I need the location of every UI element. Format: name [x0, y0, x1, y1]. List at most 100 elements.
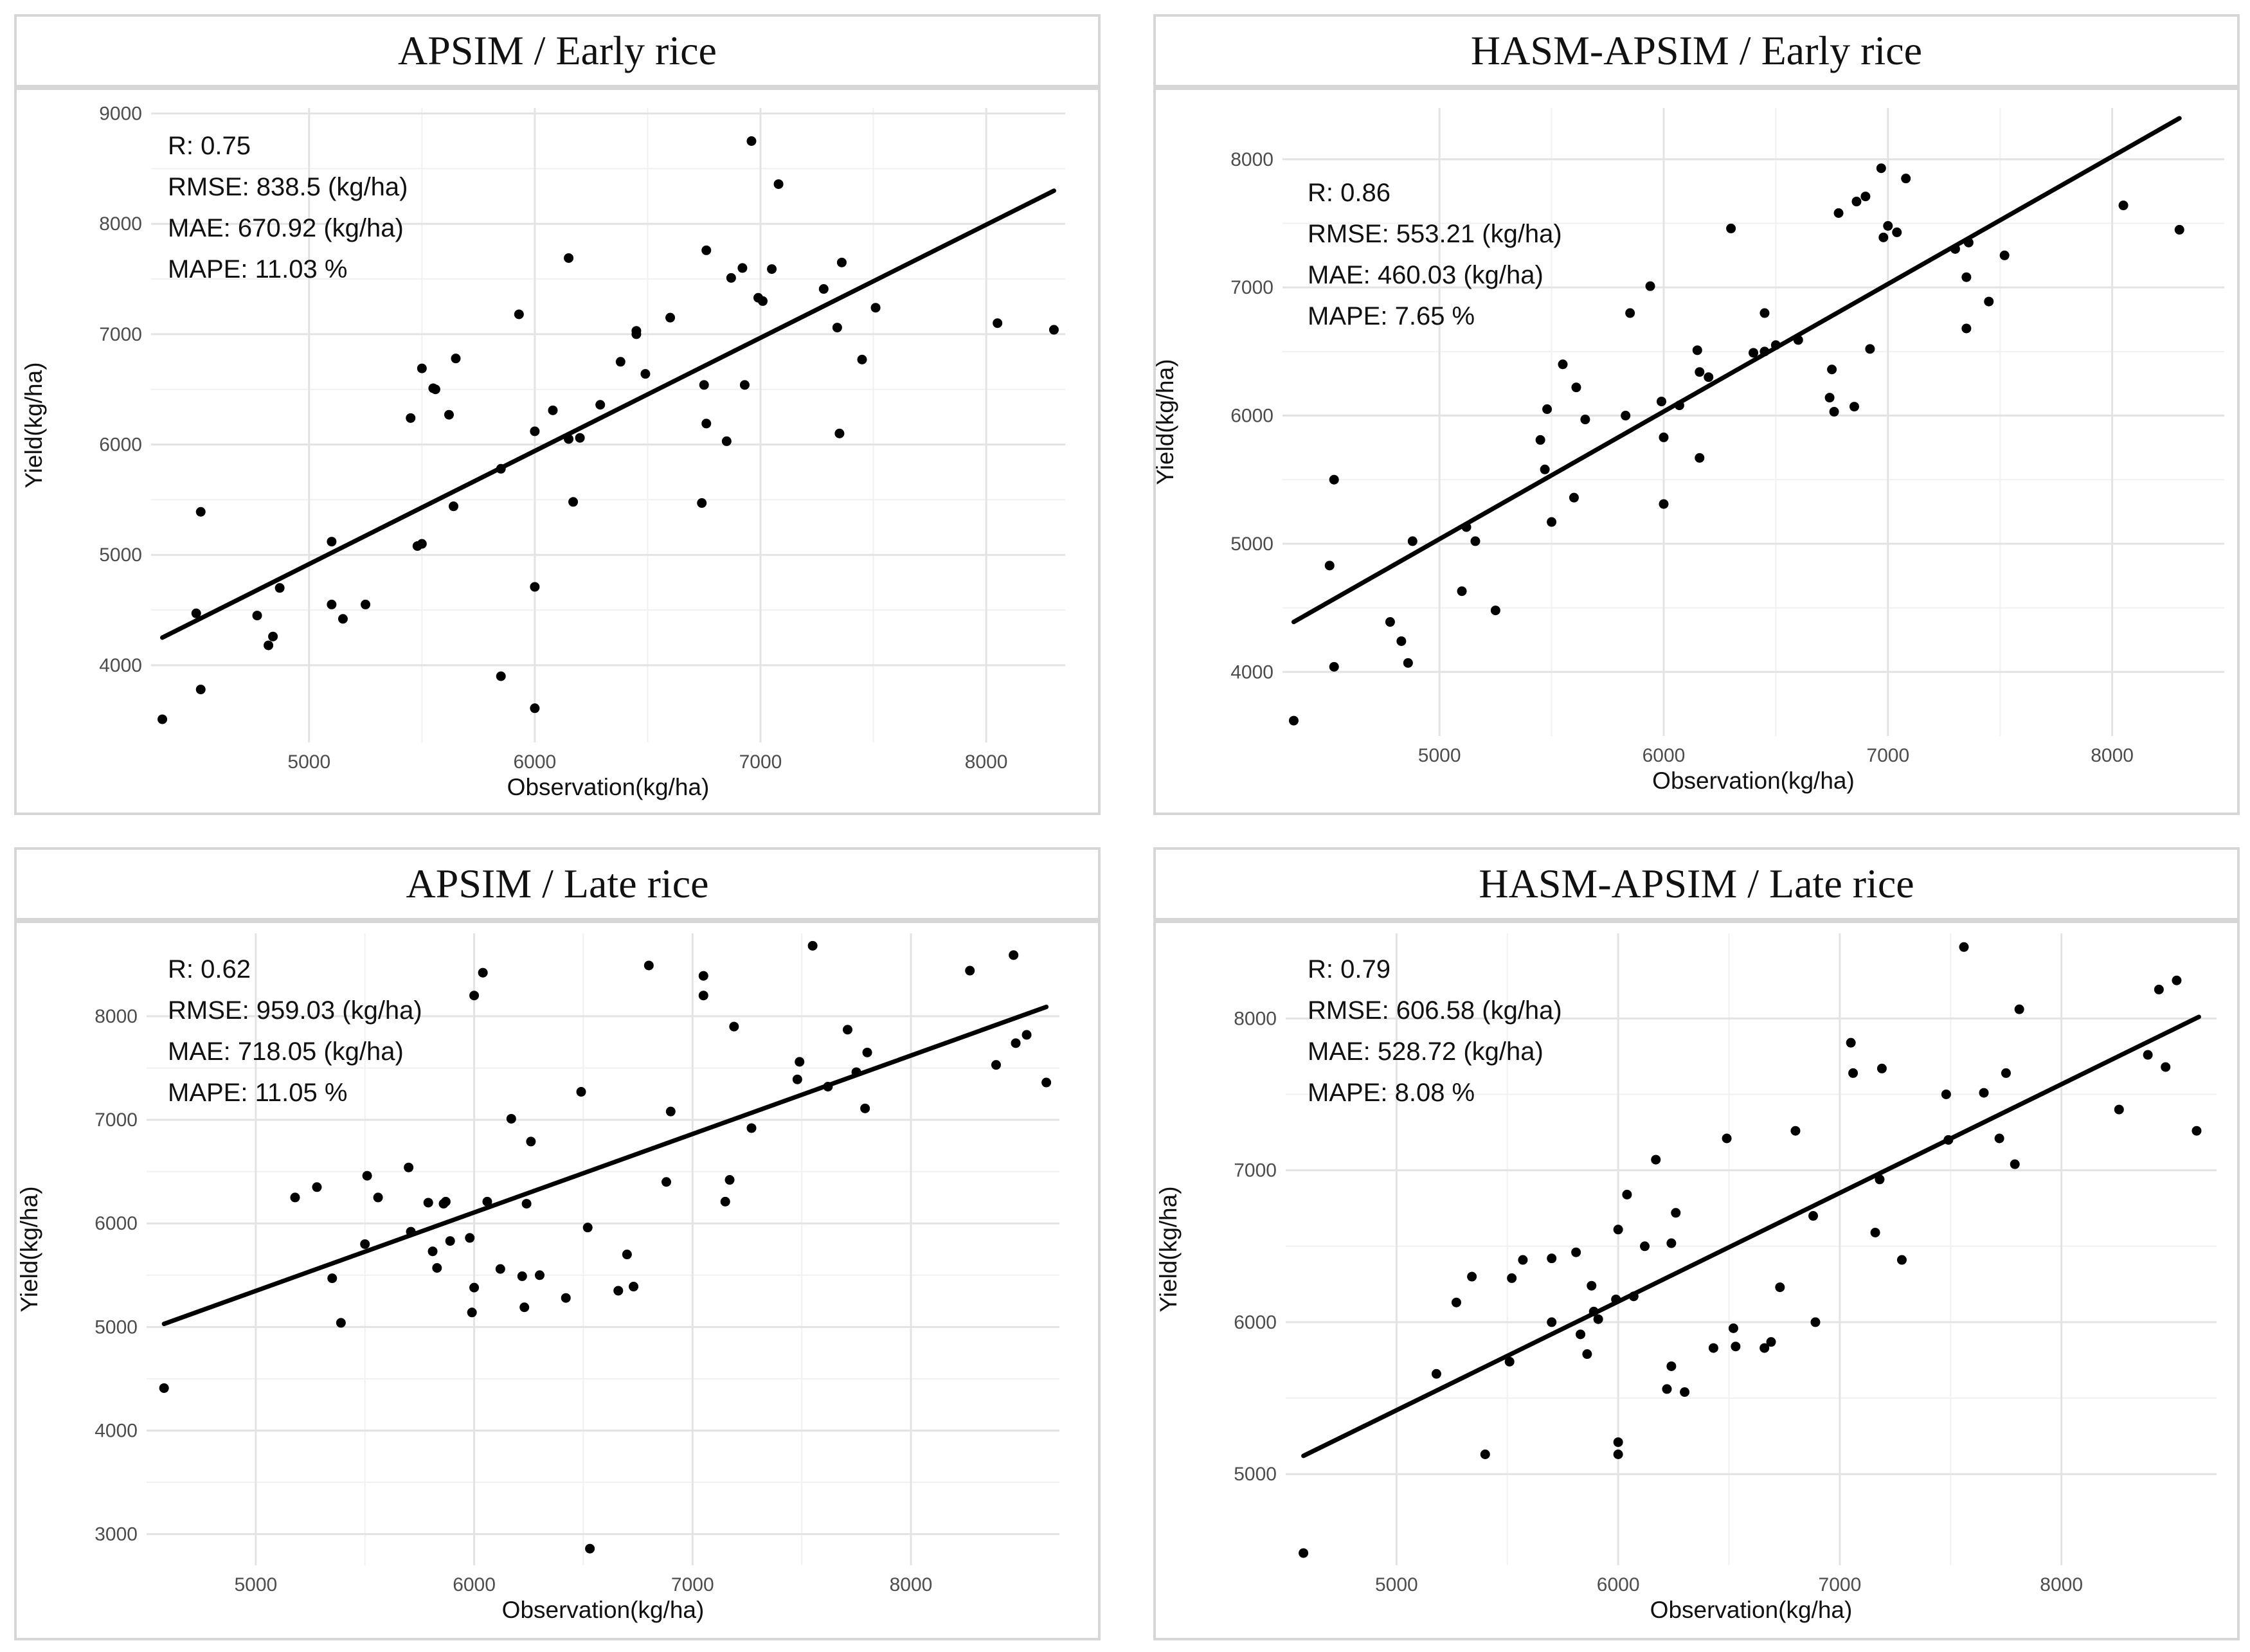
data-point [629, 1282, 639, 1292]
data-point [1695, 367, 1705, 377]
data-point [631, 329, 642, 339]
regression-line [160, 188, 1056, 640]
data-point [1587, 1280, 1597, 1291]
data-point [1766, 1337, 1776, 1347]
stat-r: R: 0.75 [168, 132, 251, 160]
data-point [739, 380, 750, 390]
data-point [1490, 606, 1500, 616]
data-point [726, 273, 736, 283]
data-point [1941, 1089, 1951, 1099]
plot-area [14, 87, 1101, 815]
data-point [1613, 1225, 1623, 1235]
y-tick-label: 9000 [99, 103, 142, 125]
y-tick-label: 8000 [99, 213, 142, 235]
data-point [737, 263, 748, 273]
data-point [1457, 586, 1467, 597]
data-point [1829, 407, 1839, 417]
data-point [336, 1318, 346, 1328]
data-point [1731, 1342, 1741, 1352]
data-point [1009, 950, 1019, 960]
data-point [818, 284, 829, 294]
data-point [807, 940, 818, 951]
data-point [1396, 636, 1407, 646]
panel-title: HASM-APSIM / Late rice [1479, 861, 1914, 906]
x-tick-label: 7000 [1819, 1574, 1862, 1595]
data-point [1999, 250, 2010, 260]
data-point [1810, 1317, 1821, 1327]
y-tick-label: 5000 [1234, 1464, 1277, 1485]
y-axis-title: Yield(kg/ha) [1152, 359, 1178, 485]
data-point [1547, 1317, 1557, 1327]
panel-header: APSIM / Early rice [14, 14, 1101, 87]
data-point [561, 1293, 571, 1303]
data-point [417, 363, 427, 373]
data-point [1877, 1063, 1887, 1073]
data-point [1403, 658, 1413, 668]
data-point [1674, 400, 1684, 411]
data-point [965, 965, 975, 976]
y-axis-title: Yield(kg/ha) [21, 362, 47, 488]
stat-r: R: 0.79 [1308, 955, 1390, 983]
regression-line [1291, 116, 2182, 625]
panel-header: HASM-APSIM / Early rice [1153, 14, 2240, 87]
data-point [1507, 1273, 1517, 1283]
panel-title: HASM-APSIM / Early rice [1470, 28, 1923, 73]
data-point [767, 264, 777, 274]
data-point [1518, 1255, 1528, 1265]
data-point [495, 1264, 505, 1274]
x-tick-label: 8000 [2040, 1574, 2083, 1595]
data-point [1876, 163, 1886, 174]
data-point [406, 1226, 416, 1237]
data-point [1613, 1437, 1623, 1448]
data-point [862, 1047, 872, 1057]
y-tick-label: 6000 [94, 1213, 138, 1234]
data-point [698, 971, 708, 981]
data-point [362, 1171, 372, 1181]
data-point [1571, 382, 1581, 393]
stat-rmse: RMSE: 959.03 (kg/ha) [168, 996, 422, 1025]
stat-mape: MAPE: 11.05 % [168, 1079, 348, 1107]
data-point [2172, 975, 2182, 985]
x-axis-title: Observation(kg/ha) [1650, 1597, 1853, 1623]
x-tick-label: 8000 [965, 751, 1008, 773]
y-axis-title: Yield(kg/ha) [16, 1186, 42, 1312]
data-point [701, 245, 712, 255]
data-point [506, 1113, 516, 1124]
data-point [564, 434, 574, 444]
data-point [530, 426, 540, 436]
y-tick-label: 4000 [99, 655, 142, 676]
data-point [548, 405, 558, 415]
data-point [1651, 1154, 1661, 1165]
x-tick-label: 6000 [514, 751, 557, 773]
x-tick-label: 5000 [287, 751, 330, 773]
data-point [1901, 174, 1911, 184]
y-tick-label: 6000 [1234, 1312, 1277, 1333]
data-point [252, 611, 262, 621]
data-point [1860, 192, 1871, 202]
data-point [1299, 1548, 1309, 1558]
plot-area [1153, 87, 2240, 815]
x-tick-label: 7000 [739, 751, 782, 773]
data-point [327, 1273, 338, 1284]
data-point [1961, 272, 1972, 282]
x-tick-label: 7000 [671, 1574, 714, 1595]
data-point [465, 1233, 475, 1243]
data-point [1726, 223, 1736, 233]
data-point [1593, 1314, 1603, 1324]
data-point [521, 1199, 532, 1209]
data-point [1288, 715, 1299, 726]
stat-mae: MAE: 528.72 (kg/ha) [1308, 1037, 1544, 1066]
data-point [564, 253, 574, 263]
data-point [870, 303, 881, 313]
data-point [444, 409, 454, 420]
y-tick-label: 8000 [94, 1006, 138, 1027]
y-axis-title: Yield(kg/ha) [1155, 1186, 1182, 1312]
data-point [1558, 359, 1568, 370]
data-point [595, 400, 606, 410]
data-point [1613, 1450, 1623, 1460]
data-point [1892, 227, 1902, 237]
data-point [2161, 1062, 2171, 1072]
data-point [478, 967, 488, 978]
data-point [1547, 517, 1557, 527]
